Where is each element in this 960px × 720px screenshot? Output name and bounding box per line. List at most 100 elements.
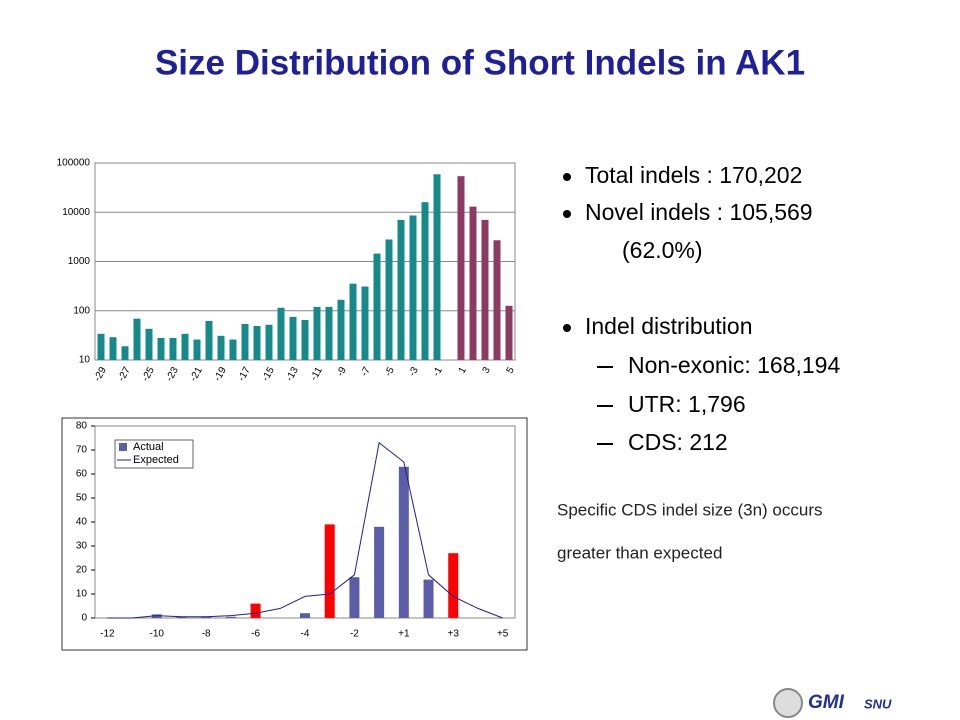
bar (289, 316, 297, 360)
x-tick-label: -13 (284, 365, 301, 383)
y-tick-label: 40 (76, 517, 88, 528)
y-tick-label: 70 (76, 445, 88, 456)
x-tick-label: -19 (212, 365, 229, 383)
y-tick-label: 1000 (68, 256, 91, 267)
bar (157, 337, 165, 360)
bar (325, 306, 333, 360)
bar (225, 616, 236, 618)
legend-label: Expected (133, 454, 179, 466)
bar (217, 335, 225, 360)
x-tick-label: -29 (92, 365, 109, 383)
x-tick-label: -21 (188, 365, 205, 383)
y-tick-label: 60 (76, 469, 88, 480)
bar (205, 320, 213, 360)
bar (385, 239, 393, 360)
bar (229, 339, 237, 360)
bar (301, 319, 309, 360)
bullet (563, 173, 571, 181)
bar (433, 174, 441, 360)
bar (133, 318, 141, 360)
x-tick-label: 1 (457, 365, 470, 376)
bar (277, 307, 285, 360)
bullet (563, 210, 571, 218)
bar (361, 286, 369, 360)
bar (151, 614, 162, 618)
bar (313, 306, 321, 360)
y-tick-label: 100000 (57, 158, 91, 169)
x-tick-label: -17 (236, 365, 253, 383)
x-tick-label: -1 (431, 365, 445, 379)
bar (97, 333, 105, 360)
x-tick-label: -7 (359, 365, 373, 379)
bar (349, 283, 357, 360)
x-tick-label: -27 (116, 365, 133, 383)
x-tick-label: -11 (308, 365, 325, 383)
bullet-note: (62.0%) (622, 237, 703, 263)
legend-swatch (119, 443, 127, 451)
x-tick-label: +1 (398, 629, 410, 640)
bar (448, 553, 459, 618)
bar (193, 339, 201, 360)
bar (324, 524, 335, 618)
sub-bullet: Non-exonic: 168,194 (628, 352, 840, 378)
bar (397, 219, 405, 360)
x-tick-label: -4 (301, 629, 310, 640)
bar (423, 579, 434, 618)
bar (505, 305, 513, 360)
x-tick-label: -9 (335, 365, 349, 379)
bar (181, 333, 189, 360)
bar (176, 616, 187, 618)
bar (121, 346, 129, 360)
x-tick-label: +5 (497, 629, 509, 640)
y-tick-label: 100 (73, 305, 90, 316)
bullet-text: Novel indels : 105,569 (585, 199, 813, 225)
bar (337, 299, 345, 360)
bar (250, 603, 261, 618)
bar (374, 526, 385, 618)
x-tick-label: -23 (164, 365, 181, 383)
y-tick-label: 30 (76, 541, 88, 552)
y-tick-label: 80 (76, 421, 88, 432)
y-tick-label: 10000 (62, 207, 90, 218)
sub-bullet: CDS: 212 (628, 429, 728, 455)
legend-label: Actual (133, 441, 164, 453)
bar (398, 466, 409, 618)
x-tick-label: -25 (140, 365, 157, 383)
bar (409, 215, 417, 360)
y-tick-label: 0 (81, 613, 87, 624)
y-tick-label: 20 (76, 565, 88, 576)
x-tick-label: 3 (481, 365, 494, 376)
x-tick-label: -2 (350, 629, 359, 640)
bar (469, 206, 477, 360)
legend-box (114, 439, 194, 469)
bar (373, 253, 381, 360)
bar (300, 613, 310, 618)
slide-title: Size Distribution of Short Indels in AK1 (155, 43, 805, 82)
logo-emblem (773, 688, 803, 718)
bar (201, 616, 212, 618)
y-tick-label: 10 (79, 355, 91, 366)
x-tick-label: 5 (505, 365, 518, 376)
remark: greater than expected (557, 543, 722, 562)
x-tick-label: -6 (251, 629, 260, 640)
y-tick-label: 10 (76, 589, 88, 600)
x-tick-label: -12 (100, 629, 115, 640)
x-tick-label: -15 (260, 365, 277, 383)
bar (265, 324, 273, 360)
remark: Specific CDS indel size (3n) occurs (557, 500, 822, 519)
logo-small: SNU (864, 696, 892, 711)
bar (457, 176, 465, 360)
bullet-text: Total indels : 170,202 (585, 162, 802, 188)
x-tick-label: -3 (407, 365, 421, 379)
bar (109, 337, 117, 360)
logo-main: GMI (808, 692, 845, 713)
x-tick-label: +3 (448, 629, 460, 640)
bullet-text: Indel distribution (585, 313, 753, 339)
bullet (563, 324, 571, 332)
x-tick-label: -10 (150, 629, 165, 640)
bar (253, 326, 261, 360)
bar (169, 337, 177, 360)
bar (241, 323, 249, 360)
bar (481, 219, 489, 360)
